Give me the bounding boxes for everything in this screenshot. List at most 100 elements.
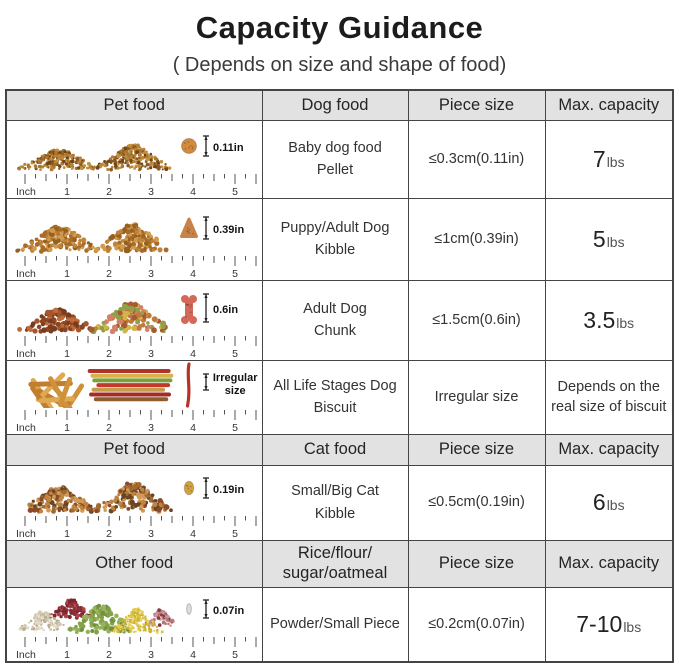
- ruler-image: Inch 1 2 3 4 5: [16, 335, 257, 359]
- capacity-note: Depends on the real size of biscuit: [551, 378, 667, 415]
- header-piece-size: Piece size: [407, 89, 546, 121]
- piece-measure-label: Irregular size: [212, 371, 258, 397]
- measure-bracket-icon: [203, 476, 209, 499]
- grain-piles-image: [18, 597, 175, 635]
- svg-text:2: 2: [106, 268, 112, 279]
- bone-chunk-icon: [181, 294, 197, 324]
- header-max-capacity: Max. capacity: [544, 433, 674, 466]
- capacity-number: 7: [592, 145, 606, 172]
- svg-text:3: 3: [148, 268, 154, 279]
- food-image-cell: 0.39in Inch 1 2 3 4 5: [5, 197, 263, 281]
- piece-size-value: ≤0.2cm(0.07in): [407, 586, 546, 662]
- header-cat-food: Cat food: [261, 433, 409, 466]
- header-other-food: Other food: [5, 539, 263, 588]
- page-title: Capacity Guidance: [195, 10, 484, 45]
- food-name: Baby dog food Pellet: [261, 119, 409, 199]
- capacity-number: 5: [592, 225, 606, 252]
- header-max-capacity: Max. capacity: [544, 539, 674, 588]
- header-rice-flour: Rice/flour/ sugar/oatmeal: [261, 539, 409, 588]
- food-name: All Life Stages Dog Biscuit: [261, 359, 409, 435]
- svg-text:5: 5: [232, 422, 238, 433]
- svg-text:3: 3: [148, 422, 154, 433]
- piece-measure-label: 0.11in: [213, 142, 244, 155]
- capacity-unit: lbs: [623, 618, 642, 635]
- header-row-dog-food: Pet food Dog food Piece size Max. capaci…: [5, 89, 674, 121]
- svg-text:4: 4: [190, 528, 196, 539]
- svg-text:5: 5: [232, 528, 238, 539]
- svg-text:5: 5: [232, 649, 238, 660]
- measure-bracket-icon: [203, 134, 209, 157]
- piece-size-value: Irregular size: [407, 359, 546, 435]
- piece-measure-label: 0.07in: [213, 605, 245, 618]
- food-image-cell: 0.6in Inch 1 2 3 4 5: [5, 279, 263, 361]
- ruler-image: Inch 1 2 3 4 5: [16, 173, 257, 197]
- max-capacity-cell: 5lbs: [544, 197, 674, 281]
- svg-text:4: 4: [190, 348, 196, 359]
- header-row-cat-food: Pet food Cat food Piece size Max. capaci…: [5, 433, 674, 466]
- max-capacity-cell: 7-10lbs: [544, 586, 674, 662]
- food-image-cell: Irregular size Inch 1 2 3 4 5: [5, 359, 263, 435]
- oval-kibble-icon: [183, 480, 195, 495]
- measure-bracket-icon: [203, 292, 209, 323]
- piece-measure-label: 0.6in: [213, 304, 239, 317]
- food-name: Adult Dog Chunk: [261, 279, 409, 361]
- svg-text:2: 2: [106, 649, 112, 660]
- ruler-image: Inch 1 2 3 4 5: [16, 636, 257, 660]
- svg-text:4: 4: [190, 268, 196, 279]
- piece-size-value: ≤1.5cm(0.6in): [407, 279, 546, 361]
- table-row-biscuit: Irregular size Inch 1 2 3 4 5 All Life Stages…: [5, 359, 674, 435]
- capacity-number: 3.5: [583, 306, 616, 333]
- piece-size-value: ≤0.5cm(0.19in): [407, 464, 546, 541]
- header-piece-size: Piece size: [407, 433, 546, 466]
- svg-text:2: 2: [106, 422, 112, 433]
- svg-text:1: 1: [64, 528, 70, 539]
- max-capacity-cell: 6lbs: [544, 464, 674, 541]
- capacity-table: Pet food Dog food Piece size Max. capaci…: [5, 89, 674, 663]
- table-row-adult-chunk: 0.6in Inch 1 2 3 4 5 Adult Dog Chunk ≤1.5cm(0…: [5, 279, 674, 361]
- svg-text:Inch: Inch: [16, 348, 36, 359]
- piece-measure-label: 0.19in: [213, 484, 245, 497]
- svg-text:Inch: Inch: [16, 268, 36, 279]
- cat-kibble-piles-image: [27, 480, 173, 514]
- svg-text:2: 2: [106, 186, 112, 197]
- capacity-unit: lbs: [606, 497, 625, 513]
- biscuit-stick-icon: [185, 361, 191, 408]
- pellet-icon: [181, 137, 197, 154]
- svg-text:4: 4: [190, 422, 196, 433]
- svg-text:1: 1: [64, 268, 70, 279]
- capacity-unit: lbs: [606, 233, 625, 250]
- header-dog-food: Dog food: [261, 89, 409, 121]
- capacity-unit: lbs: [616, 314, 635, 331]
- svg-text:3: 3: [148, 649, 154, 660]
- svg-text:5: 5: [232, 268, 238, 279]
- svg-text:5: 5: [232, 186, 238, 197]
- svg-text:3: 3: [148, 528, 154, 539]
- max-capacity-cell: 3.5lbs: [544, 279, 674, 361]
- measure-bracket-icon: [203, 598, 209, 619]
- food-image-cell: 0.19in Inch 1 2 3 4 5: [5, 464, 263, 541]
- measure-bracket-icon: [202, 372, 209, 391]
- header-pet-food: Pet food: [5, 433, 263, 466]
- piece-size-value: ≤0.3cm(0.11in): [407, 119, 546, 199]
- svg-text:5: 5: [232, 348, 238, 359]
- svg-text:1: 1: [64, 348, 70, 359]
- baby-pellet-piles-image: [17, 142, 172, 171]
- ruler-image: Inch 1 2 3 4 5: [16, 409, 257, 433]
- piece-size-value: ≤1cm(0.39in): [407, 197, 546, 281]
- capacity-number: 6: [592, 489, 606, 515]
- biscuit-sticks-image: [28, 368, 174, 408]
- max-capacity-cell: Depends on the real size of biscuit: [544, 359, 674, 435]
- header-row-other-food: Other food Rice/flour/ sugar/oatmeal Pie…: [5, 539, 674, 588]
- food-name: Powder/Small Piece: [261, 586, 409, 662]
- svg-text:1: 1: [64, 186, 70, 197]
- table-row-powder: 0.07in Inch 1 2 3 4 5 Powder/Small Piece ≤0.2…: [5, 586, 674, 662]
- header-pet-food: Pet food: [5, 89, 263, 121]
- svg-text:3: 3: [148, 348, 154, 359]
- triangle-kibble-icon: [180, 217, 198, 238]
- table-row-puppy-kibble: 0.39in Inch 1 2 3 4 5 Puppy/Adult Dog Kibble …: [5, 197, 674, 281]
- capacity-number: 7-10: [576, 610, 623, 637]
- svg-text:Inch: Inch: [16, 186, 36, 197]
- capacity-unit: lbs: [606, 153, 625, 170]
- max-capacity-cell: 7lbs: [544, 119, 674, 199]
